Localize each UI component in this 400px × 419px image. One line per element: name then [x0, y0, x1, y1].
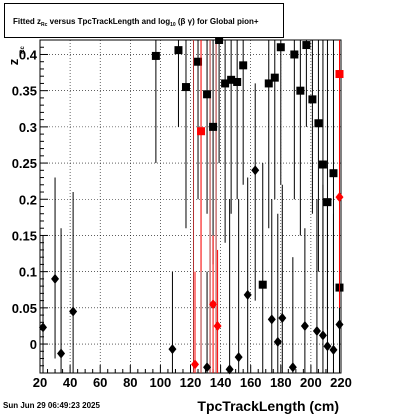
data-point-diamond: [323, 341, 332, 352]
y-tick-label: 0.35: [12, 84, 37, 99]
data-point-square: [290, 50, 299, 59]
data-point-diamond: [318, 330, 327, 341]
x-tick-label: 100: [150, 375, 172, 390]
x-tick-label: 220: [330, 375, 352, 390]
data-point-square: [209, 122, 218, 131]
y-tick-label: 0.2: [19, 192, 37, 207]
x-tick-label: 40: [63, 375, 77, 390]
data-point-square: [329, 169, 338, 178]
data-point-diamond: [213, 320, 222, 331]
data-point-square: [233, 77, 242, 86]
data-point-square: [227, 75, 236, 84]
data-point-square: [323, 198, 332, 207]
y-tick-label: 0: [30, 337, 37, 352]
data-point-square: [335, 70, 344, 79]
footer-date: Sun Jun 29 06:49:23 2025: [3, 401, 100, 410]
data-point-diamond: [234, 352, 243, 363]
y-tick-label: 0.3: [19, 120, 37, 135]
data-point-square: [174, 46, 183, 55]
x-tick-label: 60: [93, 375, 107, 390]
data-point-diamond: [225, 364, 234, 375]
data-point-square: [221, 79, 230, 88]
data-point-square: [151, 51, 160, 60]
x-tick-label: 140: [210, 375, 232, 390]
data-point-square: [318, 160, 327, 169]
y-tick-label: 0.25: [12, 156, 37, 171]
data-point-diamond: [335, 319, 344, 330]
data-point-diamond: [288, 362, 297, 373]
data-point-square: [276, 43, 285, 52]
data-point-square: [197, 127, 206, 136]
data-point-diamond: [51, 273, 60, 284]
y-tick-label: 0.1: [19, 265, 37, 280]
data-point-diamond: [312, 326, 321, 337]
data-point-square: [308, 95, 317, 104]
data-point-square: [203, 90, 212, 99]
data-point-diamond: [335, 192, 344, 203]
data-point-diamond: [300, 320, 309, 331]
y-axis-label-subscript: Rc: [20, 46, 26, 54]
data-point-diamond: [69, 306, 78, 317]
y-tick-label: 0.15: [12, 228, 37, 243]
data-point-diamond: [191, 359, 200, 370]
data-point-square: [296, 86, 305, 95]
data-point-diamond: [278, 312, 287, 323]
x-tick-label: 180: [270, 375, 292, 390]
data-point-diamond: [209, 299, 218, 310]
data-point-diamond: [57, 348, 66, 359]
x-tick-label: 200: [300, 375, 322, 390]
data-point-diamond: [203, 362, 212, 373]
data-point-square: [314, 119, 323, 128]
data-point-square: [239, 61, 248, 70]
y-axis-label: z: [6, 58, 21, 65]
data-point-square: [215, 36, 224, 44]
x-tick-label: 120: [180, 375, 202, 390]
x-axis-label: TpcTrackLength (cm): [197, 398, 339, 414]
x-tick-label: 20: [33, 375, 47, 390]
chart-title: Fitted zRc versus TpcTrackLength and log…: [13, 17, 259, 28]
x-tick-label: 80: [123, 375, 137, 390]
data-point-diamond: [329, 344, 338, 355]
y-tick-label: 0.4: [19, 47, 38, 62]
data-point-diamond: [273, 336, 282, 347]
data-point-diamond: [267, 314, 276, 325]
data-point-diamond: [39, 322, 48, 333]
title-box: Fitted zRc versus TpcTrackLength and log…: [4, 3, 284, 38]
data-point-square: [181, 83, 190, 92]
data-point-square: [194, 57, 203, 66]
data-point-square: [302, 41, 311, 50]
data-point-square: [264, 79, 273, 88]
data-point-diamond: [243, 289, 252, 300]
x-tick-label: 160: [240, 375, 262, 390]
data-point-diamond: [168, 344, 177, 355]
y-tick-label: 0.05: [12, 301, 37, 316]
data-point-square: [258, 280, 267, 289]
data-point-square: [270, 73, 279, 82]
plot-frame: [39, 39, 342, 374]
data-point-diamond: [251, 165, 260, 176]
